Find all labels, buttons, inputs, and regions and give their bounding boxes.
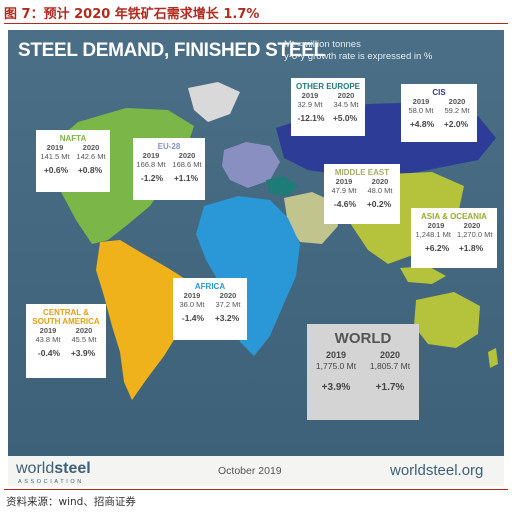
publication-date: October 2019 (218, 465, 282, 477)
growth-rate: -1.4% (181, 313, 205, 323)
growth-rate: +6.2% (424, 243, 450, 253)
region-box-cis: CIS 2019 2020 58.0 Mt 59.2 Mt +4.8% +2.0% (401, 84, 477, 142)
title-rule (4, 23, 508, 24)
demand-value: 47.9 Mt (331, 186, 357, 195)
demand-value: 142.6 Mt (76, 152, 106, 161)
region-name: AFRICA (194, 282, 226, 291)
region-box-eu28: EU-28 2019 2020 166.8 Mt 168.6 Mt -1.2% +1.… (133, 138, 205, 200)
demand-value: 32.9 Mt (297, 100, 323, 109)
logo-association-text: ASSOCIATION (18, 479, 84, 485)
year-label: 2020 (448, 97, 466, 106)
growth-rate: +2.0% (443, 119, 469, 129)
world-map: STEEL DEMAND, FINISHED STEEL Mt =million… (8, 30, 504, 456)
demand-value: 1,270.0 Mt (457, 230, 493, 239)
year-label: 2020 (178, 151, 196, 160)
units-line-2: y-o-y growth rate is expressed in % (284, 51, 433, 62)
growth-rate: +0.6% (43, 165, 69, 175)
units-note: Mt =million tonnes y-o-y growth rate is … (284, 39, 432, 63)
demand-value: 36.0 Mt (179, 300, 205, 309)
year-label: 2019 (427, 221, 445, 230)
growth-rate: +1.7% (375, 382, 405, 393)
demand-value: 43.8 Mt (35, 335, 61, 344)
website-link[interactable]: worldsteel.org (390, 462, 484, 479)
growth-rate: -0.4% (37, 348, 61, 358)
year-label: 2019 (335, 177, 353, 186)
year-label: 2020 (337, 91, 355, 100)
region-name: MIDDLE EAST (334, 168, 390, 177)
growth-rate: +0.8% (77, 165, 103, 175)
region-name: CENTRAL & SOUTH AMERICA (32, 308, 100, 326)
region-box-africa: AFRICA 2019 2020 36.0 Mt 37.2 Mt -1.4% +3.2… (173, 278, 247, 340)
year-label: 2019 (142, 151, 160, 160)
region-box-asia-oceania: ASIA & OCEANIA 2019 2020 1,248.1 Mt 1,270.… (411, 208, 497, 268)
region-name: ASIA & OCEANIA (421, 212, 487, 221)
year-label: 2020 (379, 350, 401, 360)
region-name: NAFTA (59, 134, 87, 143)
world-title: WORLD (334, 330, 392, 347)
oceania-landmass (414, 292, 480, 348)
growth-rate: +0.2% (366, 199, 392, 209)
csa-landmass (96, 240, 192, 400)
demand-value: 141.5 Mt (40, 152, 70, 161)
growth-rate: -4.6% (333, 199, 357, 209)
year-label: 2020 (219, 291, 237, 300)
region-name: CIS (432, 88, 446, 97)
growth-rate: +3.9% (321, 382, 351, 393)
year-label: 2019 (301, 91, 319, 100)
units-line-1: Mt =million tonnes (284, 39, 361, 50)
logo-world-text: world (16, 460, 55, 477)
worldsteel-logo: worldsteel (16, 460, 91, 478)
growth-rate: +3.2% (214, 313, 240, 323)
growth-rate: +5.0% (332, 113, 358, 123)
year-label: 2019 (46, 143, 64, 152)
growth-rate: -12.1% (297, 113, 325, 123)
region-box-other-europe: OTHER EUROPE 2019 2020 32.9 Mt 34.5 Mt -12… (291, 78, 365, 136)
year-label: 2019 (325, 350, 347, 360)
year-label: 2020 (371, 177, 389, 186)
year-label: 2020 (75, 326, 93, 335)
demand-value: 48.0 Mt (367, 186, 393, 195)
other-europe-landmass (266, 176, 298, 196)
growth-rate: +4.8% (409, 119, 435, 129)
logo-steel-text: steel (54, 460, 91, 477)
greenland-landmass (188, 82, 240, 122)
demand-value: 59.2 Mt (444, 106, 470, 115)
demand-value: 166.8 Mt (136, 160, 166, 169)
region-name: OTHER EUROPE (295, 82, 360, 91)
new-zealand-landmass (488, 348, 498, 368)
year-label: 2019 (183, 291, 201, 300)
demand-value: 1,775.0 Mt (315, 361, 357, 371)
se-asia-islands (400, 266, 446, 284)
demand-value: 34.5 Mt (333, 100, 359, 109)
year-label: 2019 (39, 326, 57, 335)
infographic-footer: worldsteel ASSOCIATION October 2019 worl… (8, 456, 504, 486)
region-box-world: WORLD 2019 2020 1,775.0 Mt 1,805.7 Mt +3.9… (307, 324, 419, 420)
growth-rate: -1.2% (140, 173, 164, 183)
figure-title: 图 7：预计 2020 年铁矿石需求增长 1.7% (4, 7, 260, 22)
region-name: EU-28 (157, 142, 181, 151)
source-rule (4, 489, 508, 490)
map-title: STEEL DEMAND, FINISHED STEEL (18, 40, 325, 61)
infographic-panel: STEEL DEMAND, FINISHED STEEL Mt =million… (8, 30, 504, 486)
demand-value: 1,248.1 Mt (415, 230, 451, 239)
year-label: 2019 (412, 97, 430, 106)
source-note: 资料来源：wind、招商证券 (6, 496, 136, 508)
region-box-nafta: NAFTA 2019 2020 141.5 Mt 142.6 Mt +0.6% +0.… (36, 130, 110, 192)
demand-value: 58.0 Mt (408, 106, 434, 115)
africa-landmass (196, 196, 300, 356)
region-box-central-south-america: CENTRAL & SOUTH AMERICA 2019 2020 43.8 Mt… (26, 304, 106, 378)
eu28-landmass (222, 142, 280, 188)
demand-value: 37.2 Mt (215, 300, 241, 309)
demand-value: 45.5 Mt (71, 335, 97, 344)
region-box-middle-east: MIDDLE EAST 2019 2020 47.9 Mt 48.0 Mt -4.6… (324, 164, 400, 224)
demand-value: 168.6 Mt (172, 160, 202, 169)
growth-rate: +1.8% (458, 243, 484, 253)
growth-rate: +1.1% (173, 173, 199, 183)
growth-rate: +3.9% (70, 348, 96, 358)
demand-value: 1,805.7 Mt (369, 361, 411, 371)
year-label: 2020 (82, 143, 100, 152)
year-label: 2020 (463, 221, 481, 230)
